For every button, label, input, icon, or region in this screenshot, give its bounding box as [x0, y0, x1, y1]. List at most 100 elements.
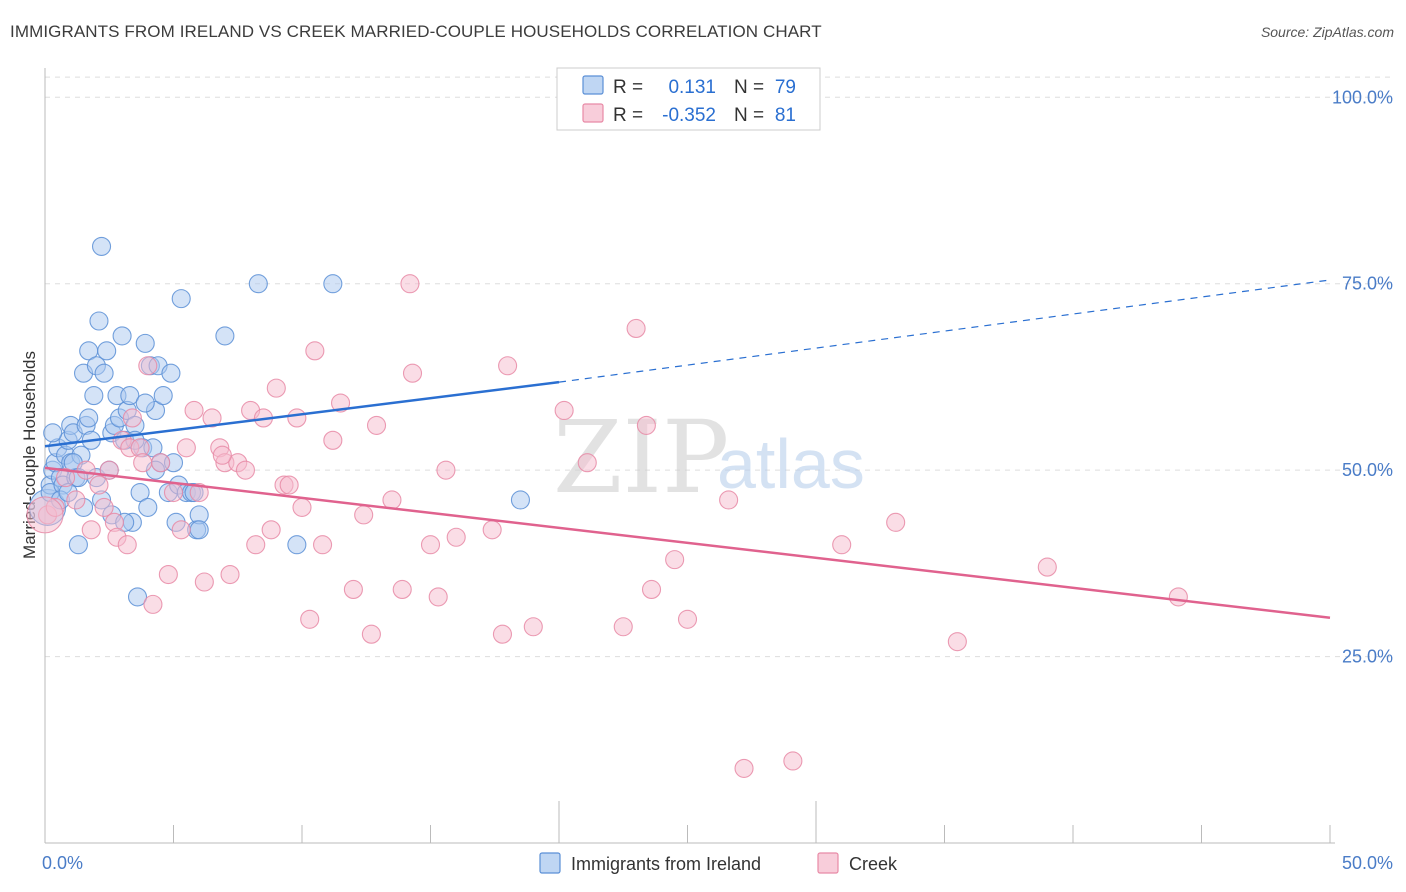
point-creek-17: [143, 594, 163, 614]
x-tick-label-min: 0.0%: [42, 853, 83, 873]
trendline-ireland: [44, 380, 560, 448]
bottom-legend-label-creek: Creek: [849, 854, 898, 874]
point-creek-64: [626, 318, 646, 339]
point-ireland-64: [79, 408, 99, 428]
point-creek-2: [56, 468, 76, 488]
legend-r-label-ireland: R =: [613, 77, 643, 98]
point-ireland-76: [323, 274, 343, 294]
point-creek-79: [366, 415, 387, 435]
point-ireland-39: [127, 587, 148, 607]
trendline-ireland-projection: [558, 279, 1331, 383]
point-creek-22: [176, 438, 196, 458]
legend-n-label-creek: N =: [734, 105, 764, 126]
point-creek-68: [677, 609, 698, 629]
point-ireland-36: [120, 386, 140, 406]
point-creek-42: [305, 341, 325, 361]
point-ireland-55: [171, 289, 191, 309]
legend-n-label-ireland: N =: [734, 77, 764, 98]
correlation-legend: R = 0.131 N = 79 R = -0.352 N = 81: [556, 67, 821, 131]
point-creek-16: [138, 356, 158, 376]
legend-n-value-ireland: 79: [775, 77, 796, 98]
point-ireland-74: [248, 274, 268, 294]
watermark-atlas: atlas: [717, 425, 865, 503]
point-creek-29: [220, 564, 240, 585]
point-ireland-26: [94, 363, 114, 383]
point-creek-58: [492, 624, 513, 644]
trendlines: [44, 279, 1331, 620]
series-legend: Immigrants from Ireland Creek: [539, 852, 898, 874]
point-creek-76: [1168, 587, 1188, 607]
point-creek-18: [151, 453, 171, 473]
point-creek-75: [1037, 557, 1057, 577]
point-creek-21: [171, 520, 191, 540]
point-creek-23: [184, 400, 204, 421]
y-tick-label-25: 25.0%: [1342, 647, 1393, 667]
point-ireland-14: [68, 535, 88, 555]
trendline-creek: [44, 466, 1331, 620]
point-creek-77: [117, 535, 137, 555]
point-creek-50: [392, 579, 412, 600]
y-tick-label-75: 75.0%: [1342, 274, 1393, 294]
point-ireland-24: [89, 311, 109, 331]
point-ireland-65: [91, 236, 112, 256]
point-creek-39: [287, 408, 307, 428]
point-ireland-60: [43, 423, 63, 443]
point-creek-5: [81, 520, 101, 540]
legend-swatch-ireland: [582, 75, 604, 95]
x-tick-labels: 0.0% 50.0%: [42, 853, 1393, 873]
point-creek-54: [428, 587, 448, 607]
point-creek-4: [76, 460, 96, 480]
point-ireland-51: [161, 363, 181, 383]
point-creek-43: [313, 535, 333, 555]
point-creek-74: [947, 632, 967, 652]
point-ireland-72: [189, 520, 209, 540]
point-creek-46: [343, 579, 363, 600]
legend-n-value-creek: 81: [775, 105, 796, 126]
point-creek-13: [122, 408, 142, 428]
point-creek-61: [554, 400, 574, 421]
y-tick-label-50: 50.0%: [1342, 460, 1393, 480]
point-creek-20: [163, 482, 184, 503]
point-ireland-73: [215, 326, 235, 346]
point-ireland-43: [138, 497, 158, 517]
point-creek-38: [279, 475, 299, 495]
point-creek-40: [292, 497, 312, 517]
point-creek-49: [382, 490, 402, 510]
point-creek-19: [158, 564, 178, 585]
y-tick-labels: 25.0% 50.0% 75.0% 100.0%: [1332, 87, 1393, 666]
point-ireland-21: [84, 386, 104, 406]
point-creek-69: [719, 490, 739, 510]
point-creek-78: [212, 445, 232, 465]
bottom-legend-label-ireland: Immigrants from Ireland: [571, 854, 761, 874]
source-credit: Source: ZipAtlas.com: [1260, 24, 1394, 40]
point-creek-71: [783, 751, 803, 771]
point-creek-15: [133, 453, 153, 473]
point-creek-62: [577, 453, 597, 473]
point-ireland-40: [130, 482, 150, 503]
point-ireland-33: [112, 326, 132, 346]
point-creek-36: [266, 378, 286, 398]
point-creek-73: [886, 512, 906, 532]
point-creek-25: [194, 572, 214, 592]
gridlines: [45, 76, 1395, 658]
bottom-legend-swatch-creek: [817, 852, 839, 874]
point-creek-56: [446, 527, 466, 547]
point-creek-67: [665, 550, 685, 570]
point-creek-60: [523, 617, 543, 637]
legend-r-value-ireland: 0.131: [668, 77, 716, 98]
x-tick-label-max: 50.0%: [1342, 853, 1393, 873]
point-creek-72: [832, 535, 852, 555]
point-creek-3: [66, 490, 86, 510]
point-creek-80: [26, 496, 64, 534]
series-creek-points: [26, 274, 1188, 778]
point-creek-45: [330, 393, 351, 413]
point-ireland-69: [135, 393, 155, 413]
point-creek-65: [636, 415, 656, 435]
axes: [44, 68, 1335, 844]
point-creek-51: [400, 274, 420, 294]
point-ireland-75: [287, 535, 307, 555]
point-creek-44: [323, 430, 343, 450]
bottom-legend-swatch-ireland: [539, 852, 561, 874]
y-tick-label-100: 100.0%: [1332, 87, 1393, 107]
